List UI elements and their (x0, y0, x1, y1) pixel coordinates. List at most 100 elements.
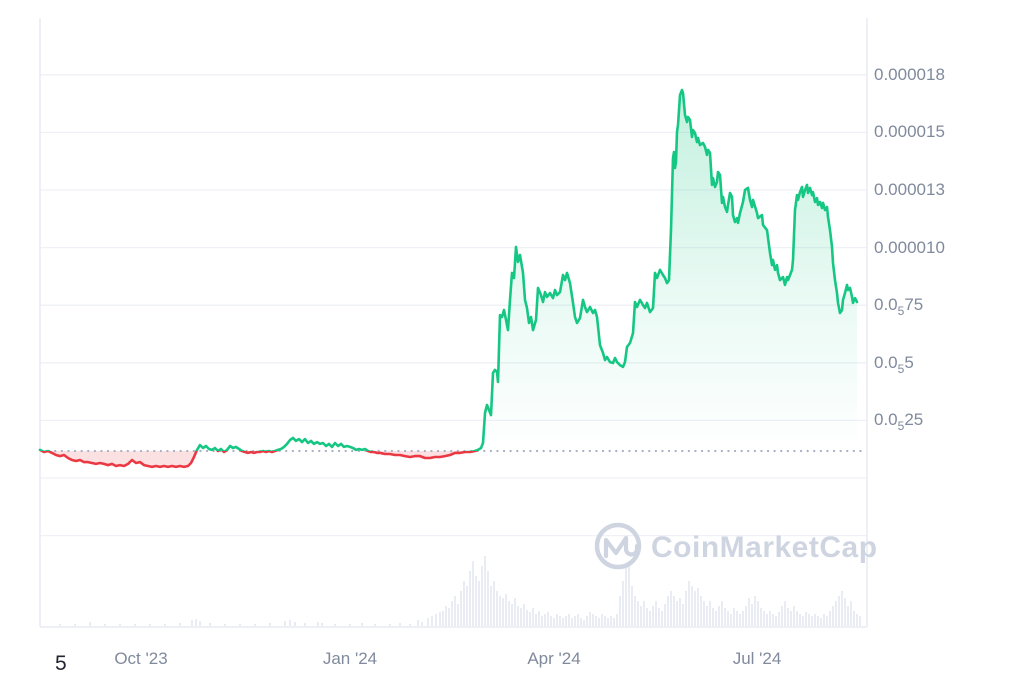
y-axis-label: 0.0525 (874, 410, 924, 434)
volume-bar (706, 606, 708, 626)
volume-bar (727, 611, 729, 626)
volume-bar (820, 618, 822, 626)
price-line-up (38, 88, 859, 451)
volume-bar (134, 624, 136, 626)
volume-bar (195, 619, 197, 626)
volume-bar (718, 606, 720, 626)
volume-bar (808, 614, 810, 626)
volume-bar (565, 616, 567, 626)
watermark-text: CoinMarketCap (651, 531, 878, 564)
volume-bar (374, 624, 376, 626)
volume-bar (511, 604, 513, 626)
volume-bar (649, 611, 651, 626)
volume-bar (826, 616, 828, 626)
y-axis-label: 0.000018 (874, 64, 945, 84)
volume-bar (748, 598, 750, 626)
volume-bar (574, 616, 576, 626)
volume-bar (772, 614, 774, 626)
volume-bar (856, 614, 858, 626)
volume-bar (601, 614, 603, 626)
volume-bar (700, 596, 702, 626)
volume-bar (787, 608, 789, 626)
volume-bar (523, 604, 525, 626)
volume-bar (778, 612, 780, 626)
volume-bar (583, 620, 585, 626)
volume-bar (505, 594, 507, 626)
area-fill-up (40, 90, 857, 451)
volume-bar (224, 624, 226, 626)
volume-bar (691, 586, 693, 626)
volume-bar (811, 616, 813, 626)
volume-bar (775, 616, 777, 626)
volume-bar (439, 612, 441, 626)
volume-bar (685, 591, 687, 626)
volume-bar (451, 601, 453, 626)
volume-bar (622, 581, 624, 626)
y-axis-label: 0.000013 (874, 180, 945, 199)
volume-bar (487, 571, 489, 626)
volume-bar (847, 606, 849, 626)
volume-bar (421, 622, 423, 626)
volume-bar (802, 616, 804, 626)
volume-bar (646, 608, 648, 626)
volume-bar (448, 608, 450, 626)
volume-bar (304, 623, 306, 626)
volume-bar (634, 596, 636, 626)
volume-bar (790, 611, 792, 626)
volume-bar (119, 624, 121, 626)
volume-bar (805, 612, 807, 626)
volume-bar (191, 620, 193, 626)
volume-bar (814, 614, 816, 626)
volume-bar (493, 581, 495, 626)
volume-bar (544, 614, 546, 626)
volume-bar (59, 624, 61, 626)
volume-bar (799, 614, 801, 626)
volume-bar (499, 596, 501, 626)
volume-bar (334, 624, 336, 626)
volume-bar (454, 596, 456, 626)
volume-bar (349, 624, 351, 626)
x-axis-label: Jul '24 (732, 649, 782, 668)
volume-bar (703, 601, 705, 626)
volume-bar (853, 611, 855, 626)
x-axis-label: Apr '24 (527, 649, 581, 668)
volume-bar (469, 571, 471, 626)
volume-bar (643, 601, 645, 626)
volume-bar (580, 618, 582, 626)
volume-bar (712, 608, 714, 626)
volume-bar (694, 591, 696, 626)
volume-bar (589, 612, 591, 626)
volume-bar (529, 612, 531, 626)
volume-bar (595, 616, 597, 626)
volume-bar (682, 604, 684, 626)
volume-bar (667, 596, 669, 626)
volume-bar (760, 608, 762, 626)
y-axis-label: 0.000015 (874, 122, 945, 142)
volume-bar (209, 623, 211, 626)
x-axis-label: Oct '23 (114, 649, 168, 668)
volume-bar (553, 618, 555, 626)
volume-bar (164, 624, 166, 626)
volume-bar (751, 604, 753, 626)
volume-bar (431, 616, 433, 626)
volume-bar (757, 601, 759, 626)
coinmarketcap-logo-icon (594, 522, 642, 570)
volume-bar (389, 624, 391, 626)
volume-bar (427, 618, 429, 626)
volume-bar (321, 623, 323, 626)
volume-bar (538, 611, 540, 626)
volume-bar (562, 618, 564, 626)
volume-bar (658, 608, 660, 626)
volume-bar (541, 616, 543, 626)
volume-bar (409, 624, 411, 626)
y-axis-label: 0.0575 (874, 295, 924, 319)
volume-bar (841, 591, 843, 626)
volume-bar (179, 623, 181, 626)
volume-bar (496, 591, 498, 626)
volume-bar (559, 616, 561, 626)
volume-bar (766, 614, 768, 626)
volume-bar (104, 624, 106, 626)
volume-bar (445, 606, 447, 626)
